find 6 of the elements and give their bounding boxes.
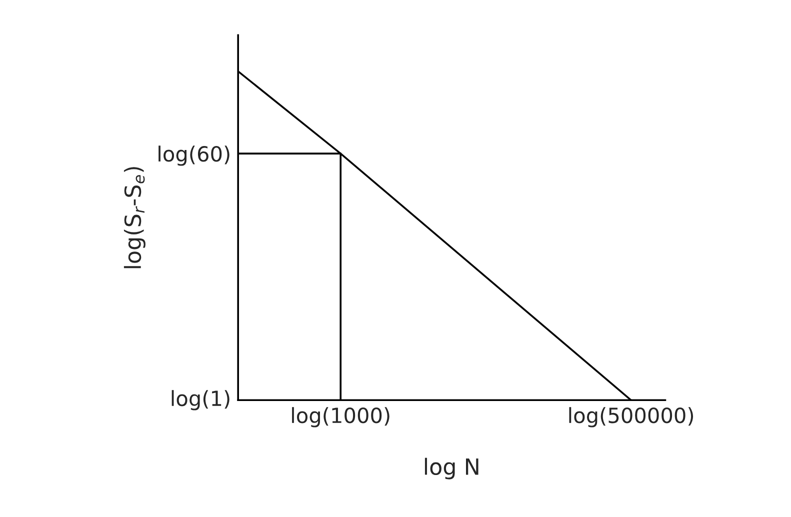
- ref-line-label: log(60): [158, 146, 230, 166]
- text: log(1): [172, 390, 230, 410]
- y-axis-title: log(S$_{r}$-S$_{e}$): [124, 167, 146, 268]
- x-tick-label: log(500000): [569, 407, 694, 428]
- x-axis-title: log N: [424, 458, 478, 480]
- x-tick-label: log(1000): [292, 407, 390, 428]
